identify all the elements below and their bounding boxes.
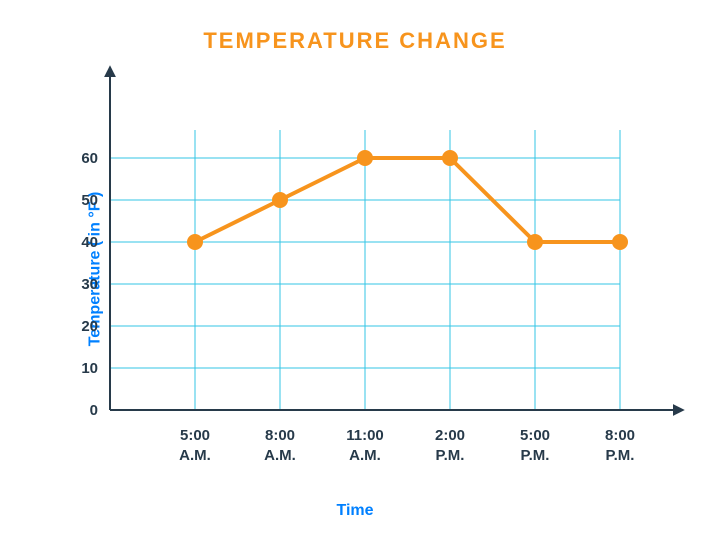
data-point [527,234,543,250]
y-tick-label: 20 [81,318,98,335]
data-point [357,150,373,166]
chart-svg: 0 10 20 30 40 50 60 5:00 A.M. 8:00 A.M. 11:00 A.M. 2:… [0,0,710,538]
x-tick-label: 11:00 [346,427,384,444]
data-point [442,150,458,166]
data-point [272,192,288,208]
x-tick-label: 8:00 [265,427,295,444]
x-tick-label: 5:00 [520,427,550,444]
x-tick-label: 8:00 [605,427,635,444]
data-point [187,234,203,250]
x-tick-sublabel: P.M. [436,447,465,464]
y-tick-label: 40 [81,234,98,251]
y-tick-label: 0 [90,402,98,419]
y-tick-label: 30 [81,276,98,293]
x-tick-sublabel: P.M. [521,447,550,464]
y-tick-label: 10 [81,360,98,377]
x-tick-sublabel: P.M. [606,447,635,464]
data-point [612,234,628,250]
chart-container: TEMPERATURE CHANGE Temperature ( in °F )… [0,0,710,538]
x-tick-label: 5:00 [180,427,210,444]
x-tick-sublabel: A.M. [349,447,381,464]
y-tick-label: 60 [81,150,98,167]
x-tick-label: 2:00 [435,427,465,444]
x-tick-sublabel: A.M. [179,447,211,464]
y-tick-label: 50 [81,192,98,209]
x-tick-sublabel: A.M. [264,447,296,464]
